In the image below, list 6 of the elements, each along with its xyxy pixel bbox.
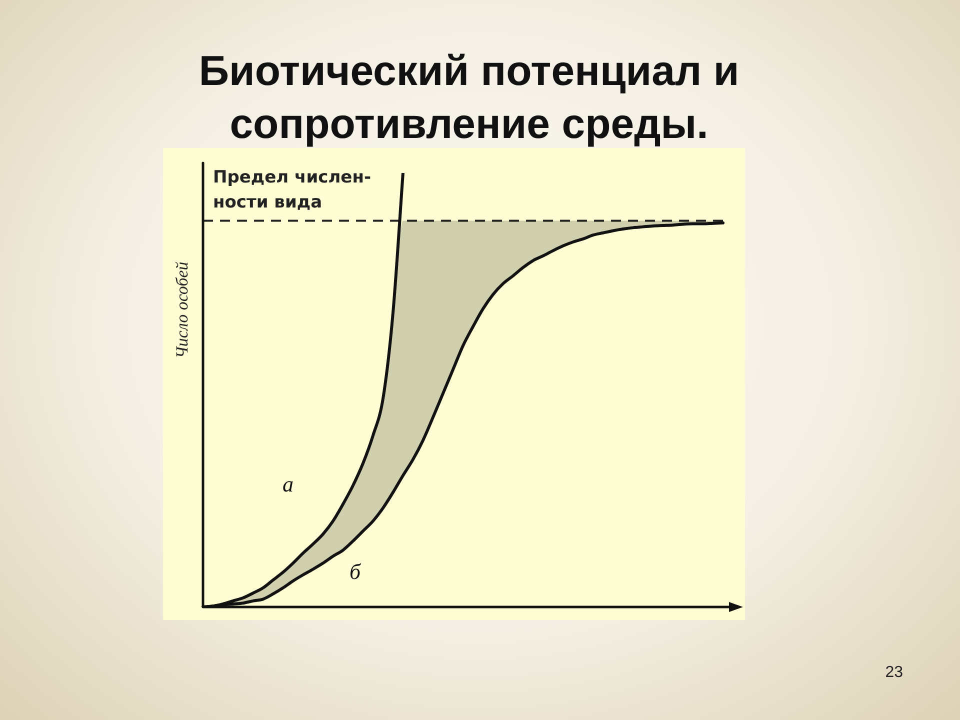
series-label: б <box>349 558 362 584</box>
text: а <box>282 471 294 496</box>
ref-line-label: Предел числен- ности вида <box>213 168 371 213</box>
y-axis-title: Число особей <box>172 261 192 358</box>
chart-title: Биотический потенциал и сопротивление среды. <box>198 46 740 149</box>
text: 23 <box>885 664 903 682</box>
